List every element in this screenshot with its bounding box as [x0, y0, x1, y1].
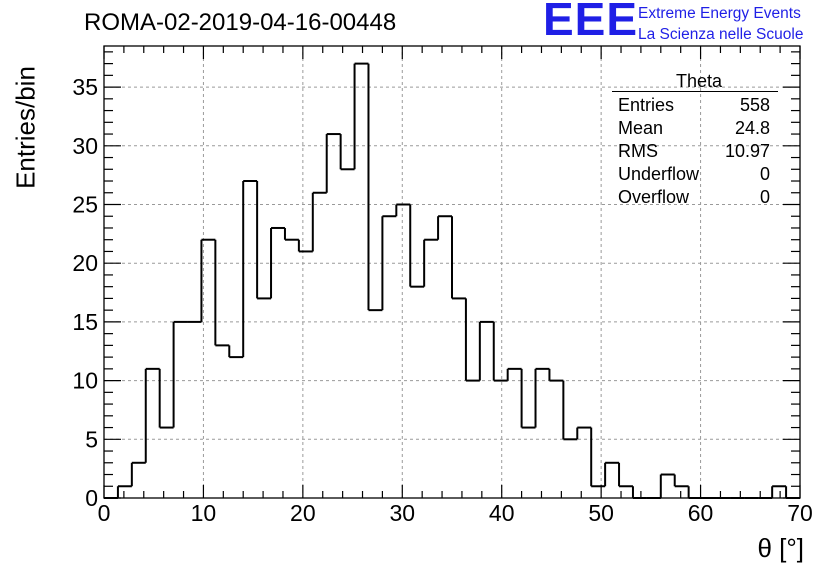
- stats-value: 24.8: [734, 118, 770, 138]
- x-tick-label: 0: [98, 500, 111, 526]
- stats-label: Overflow: [618, 187, 690, 207]
- y-tick-label: 5: [85, 426, 98, 452]
- stats-label: Mean: [618, 118, 664, 138]
- stats-row-underflow: Underflow 0: [612, 163, 778, 186]
- x-tick-label: 70: [787, 500, 813, 526]
- x-axis-label: θ [°]: [757, 533, 804, 563]
- x-tick-label: 40: [489, 500, 515, 526]
- eee-logo: EEE: [543, 0, 639, 45]
- logo-line-1: Extreme Energy Events: [638, 5, 801, 22]
- x-tick-label: 50: [588, 500, 614, 526]
- y-tick-label: 0: [85, 485, 98, 511]
- stats-value: 0: [759, 164, 770, 184]
- eee-logo-text: Extreme Energy Events La Scienza nelle S…: [638, 3, 803, 45]
- chart-title: ROMA-02-2019-04-16-00448: [84, 9, 397, 36]
- plot-frame: [103, 45, 801, 499]
- stats-value: 10.97: [724, 141, 770, 161]
- y-tick-label: 25: [72, 191, 98, 217]
- stats-value: 558: [739, 95, 770, 115]
- y-tick-label: 30: [72, 133, 98, 159]
- x-tick-label: 60: [688, 500, 714, 526]
- stats-row-overflow: Overflow 0: [612, 186, 778, 209]
- stats-title: Theta: [612, 72, 778, 92]
- stats-box: Theta Entries 558 Mean 24.8 RMS 10.97 Un…: [612, 72, 778, 209]
- y-tick-label: 10: [72, 368, 98, 394]
- stats-value: 0: [759, 187, 770, 207]
- x-tick-label: 10: [191, 500, 217, 526]
- stats-row-entries: Entries 558: [612, 94, 778, 117]
- x-tick-label: 30: [389, 500, 415, 526]
- y-tick-label: 20: [72, 250, 98, 276]
- x-tick-label: 20: [290, 500, 316, 526]
- y-axis-label: Entries/bin: [10, 66, 41, 189]
- stats-label: Entries: [618, 95, 675, 115]
- tick-labels: 0 10 20 30 40 50 60 70 0 5 10 15 20 25 30 35: [72, 74, 812, 526]
- logo-line-2: La Scienza nelle Scuole: [638, 26, 804, 43]
- stats-row-rms: RMS 10.97: [612, 140, 778, 163]
- histogram-layer: [104, 62, 800, 499]
- axis-layer: [103, 45, 801, 499]
- y-tick-label: 15: [72, 309, 98, 335]
- y-tick-label: 35: [72, 74, 98, 100]
- stats-row-mean: Mean 24.8: [612, 117, 778, 140]
- stats-label: Underflow: [618, 164, 700, 184]
- stats-label: RMS: [618, 141, 658, 161]
